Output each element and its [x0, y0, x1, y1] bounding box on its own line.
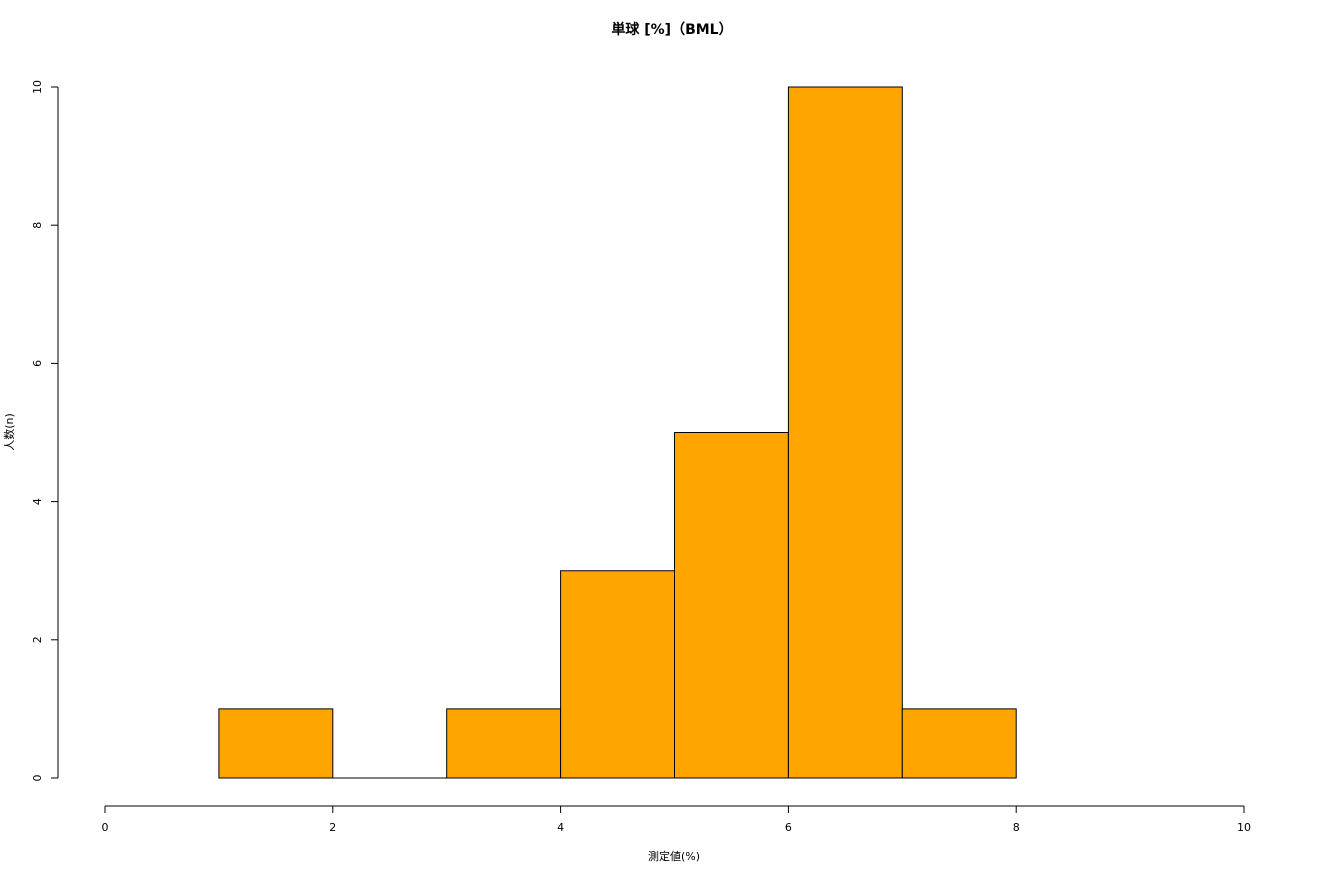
- y-tick-label: 0: [31, 775, 44, 782]
- x-tick-label: 4: [557, 821, 564, 834]
- x-tick-label: 10: [1237, 821, 1251, 834]
- y-tick-label: 4: [31, 498, 44, 505]
- y-tick-label: 6: [31, 360, 44, 367]
- bar: [674, 432, 789, 779]
- chart-title: 単球 [%]（BML）: [611, 21, 732, 38]
- y-axis-label: 人数(n): [3, 413, 16, 451]
- x-tick-label: 8: [1013, 821, 1020, 834]
- y-tick-label: 8: [31, 222, 44, 229]
- bar: [787, 86, 903, 779]
- y-tick-label: 2: [31, 636, 44, 643]
- x-tick-label: 0: [102, 821, 109, 834]
- bar: [218, 708, 334, 779]
- x-tick-label: 2: [329, 821, 336, 834]
- x-axis-label: 測定値(%): [648, 849, 700, 863]
- bar: [901, 708, 1017, 779]
- y-tick-label: 10: [31, 80, 44, 94]
- bar: [446, 708, 562, 779]
- bar: [560, 570, 675, 779]
- x-tick-label: 6: [785, 821, 792, 834]
